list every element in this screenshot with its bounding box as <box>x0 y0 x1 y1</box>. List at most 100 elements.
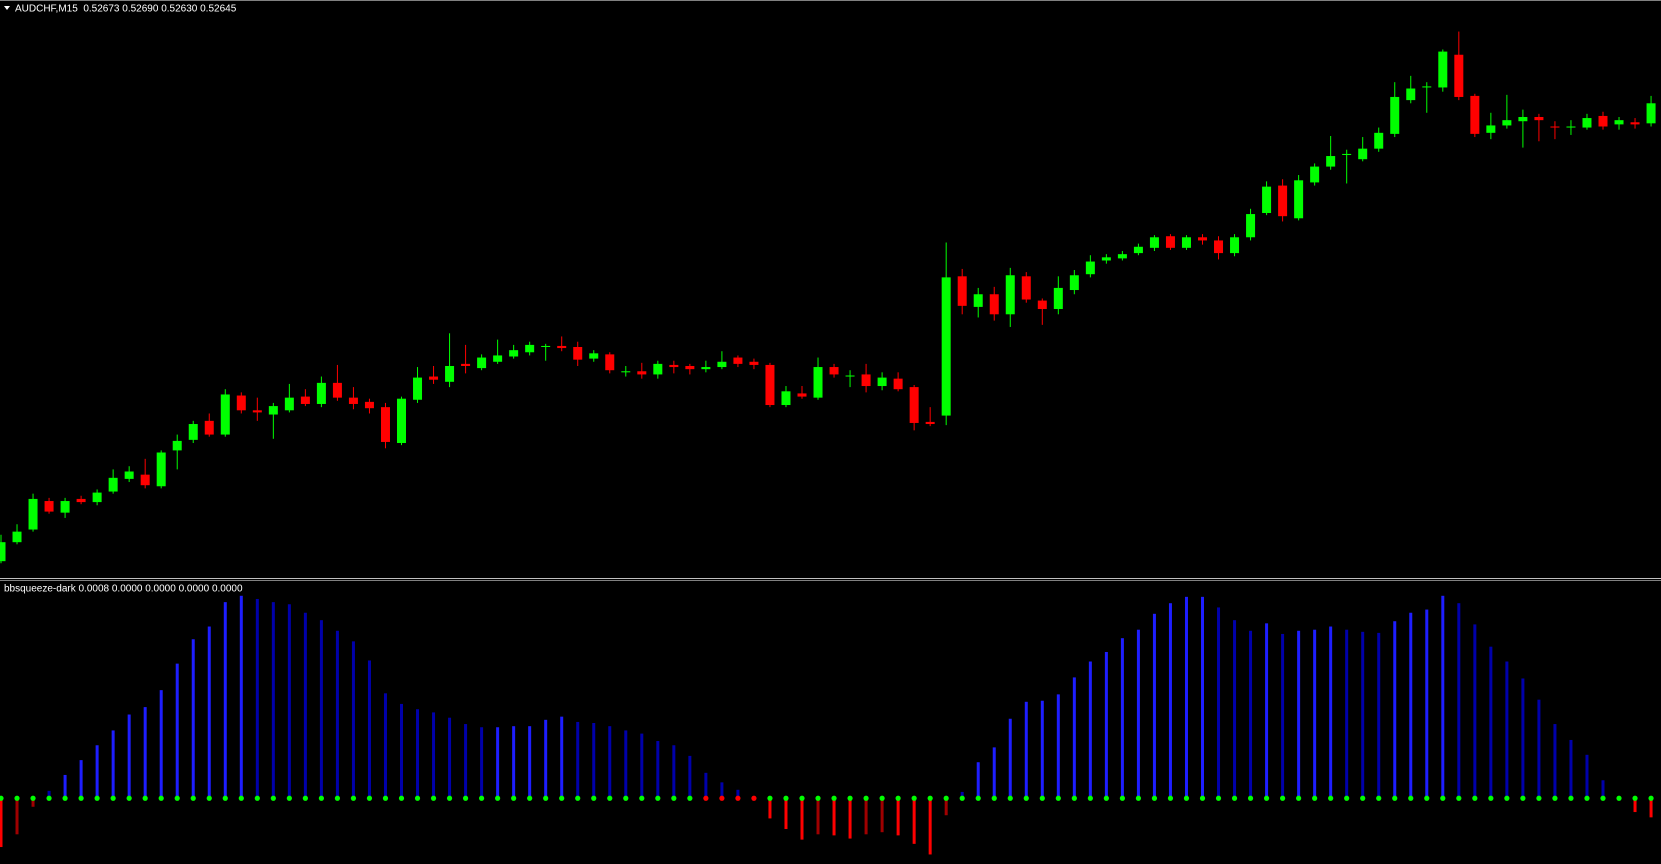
histogram-bar <box>704 772 708 799</box>
candle-body <box>220 394 230 435</box>
candle-body <box>861 374 871 387</box>
candle-body <box>1550 126 1560 128</box>
histogram-bar <box>784 798 788 830</box>
histogram-bar <box>448 717 452 799</box>
histogram-bar <box>175 663 179 799</box>
squeeze-dot <box>398 795 405 801</box>
price-pane <box>0 31 1656 564</box>
histogram-bar <box>624 730 628 799</box>
histogram-bar <box>1409 612 1413 799</box>
squeeze-dot <box>991 795 997 801</box>
candle-body <box>1053 287 1063 310</box>
candle-body <box>1422 86 1432 88</box>
candle-body <box>589 353 599 359</box>
histogram-bar <box>992 747 996 799</box>
candle-body <box>1518 117 1528 122</box>
squeeze-dot <box>1472 795 1478 801</box>
candle-body <box>1262 186 1272 214</box>
candle-body <box>397 398 406 444</box>
histogram-bar <box>1056 694 1060 799</box>
histogram-bar <box>367 660 371 799</box>
squeeze-dot <box>1296 795 1302 801</box>
squeeze-dot <box>126 795 132 801</box>
squeeze-dot <box>1552 795 1558 801</box>
candle-body <box>1502 120 1512 126</box>
squeeze-dot <box>911 795 917 801</box>
histogram-bar <box>400 703 403 799</box>
symbol-menu-arrow[interactable] <box>4 6 10 10</box>
squeeze-dot <box>1199 795 1206 801</box>
candle-body <box>172 440 182 451</box>
squeeze-dot <box>1424 795 1430 801</box>
histogram-bar <box>1345 629 1349 799</box>
candle-body <box>1037 300 1047 310</box>
candle-body <box>60 501 70 513</box>
candle-body <box>493 355 503 362</box>
histogram-bar <box>1361 631 1365 799</box>
squeeze-dot <box>591 795 597 801</box>
candle-body <box>1198 237 1207 241</box>
squeeze-dot <box>222 795 228 801</box>
histogram-bar <box>736 789 740 799</box>
squeeze-dot <box>1648 795 1654 801</box>
histogram-bar <box>608 726 612 799</box>
squeeze-dot <box>158 795 164 801</box>
candle-body <box>268 406 278 415</box>
candle-body <box>1454 54 1464 97</box>
histogram-bar <box>1441 595 1445 799</box>
candle-body <box>541 345 551 347</box>
candle-body <box>1230 237 1240 254</box>
histogram-bar <box>480 727 484 799</box>
candle-body <box>717 361 727 368</box>
candle-body <box>300 396 310 404</box>
squeeze-dot <box>78 795 84 801</box>
histogram-bar <box>656 741 660 799</box>
squeeze-dot <box>1263 795 1270 801</box>
squeeze-dot <box>527 795 533 801</box>
candle-body <box>332 382 342 398</box>
histogram-bar <box>95 745 99 799</box>
squeeze-dot <box>847 795 853 801</box>
squeeze-dot <box>1440 795 1446 801</box>
squeeze-dot <box>1039 795 1045 801</box>
candle-body <box>1085 261 1095 275</box>
squeeze-dot <box>703 795 709 801</box>
candle-body <box>637 371 647 375</box>
histogram-bar <box>1553 724 1557 799</box>
histogram-bar <box>768 798 772 819</box>
candle-body <box>797 393 807 397</box>
histogram-bar <box>1008 718 1012 799</box>
candle-body <box>1069 275 1079 291</box>
histogram-bar <box>287 604 291 799</box>
candle-body <box>1614 120 1624 125</box>
candle-body <box>413 377 423 400</box>
histogram-bar <box>319 620 323 799</box>
candle-body <box>1630 122 1640 125</box>
candle-body <box>669 364 679 368</box>
histogram-bar <box>528 726 532 799</box>
histogram-bar <box>47 790 51 799</box>
histogram-bar <box>880 798 884 833</box>
squeeze-dot <box>1328 795 1334 801</box>
squeeze-dot <box>1392 795 1398 801</box>
indicator-pane <box>0 595 1654 855</box>
candle-body <box>813 367 823 398</box>
candle-body <box>1326 156 1336 167</box>
squeeze-dot <box>174 795 180 801</box>
squeeze-dot <box>1616 795 1622 801</box>
histogram-bar <box>79 760 83 799</box>
squeeze-dot <box>1215 795 1222 801</box>
candle-body <box>749 361 759 365</box>
histogram-bar <box>976 762 980 799</box>
histogram-bar <box>1136 629 1140 799</box>
histogram-bar <box>1505 661 1509 799</box>
squeeze-dot <box>1360 795 1366 801</box>
squeeze-dot <box>142 795 148 801</box>
histogram-bar <box>720 782 724 799</box>
candle-body <box>1133 246 1143 254</box>
squeeze-dot <box>414 795 421 801</box>
squeeze-dot <box>575 795 581 801</box>
squeeze-dot <box>1312 795 1318 801</box>
squeeze-dot <box>975 795 981 801</box>
